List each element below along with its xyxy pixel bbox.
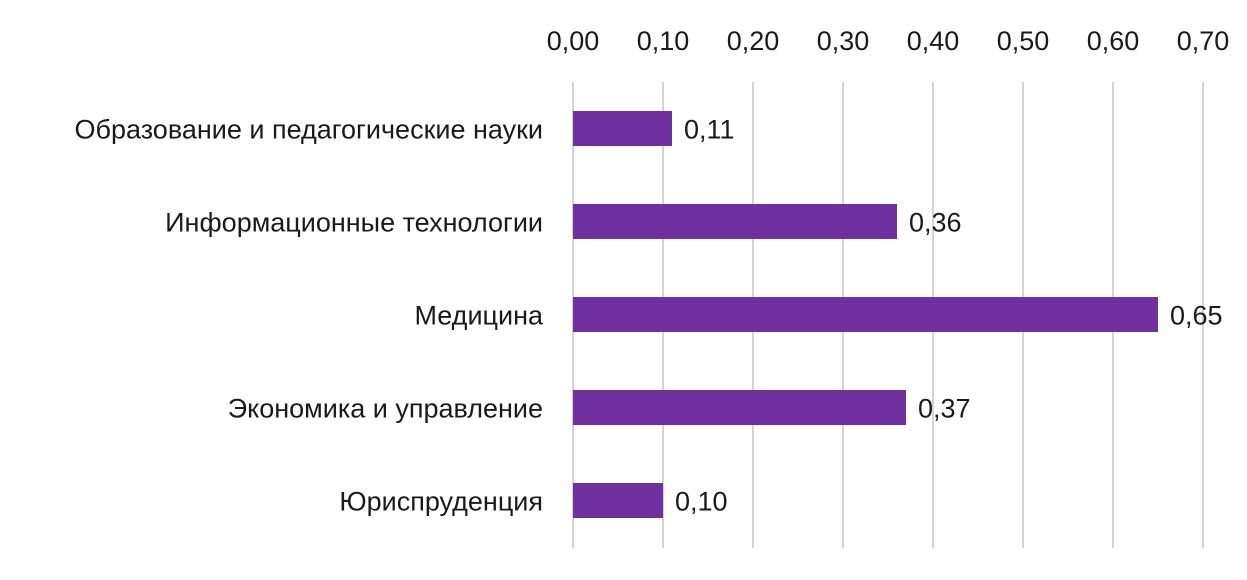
x-axis-ticks: 0,00 0,10 0,20 0,30 0,40 0,50 0,60 0,70 xyxy=(547,26,1230,56)
x-tick-label: 0,20 xyxy=(727,26,780,56)
bar xyxy=(573,111,672,146)
x-tick-label: 0,30 xyxy=(817,26,870,56)
x-tick-label: 0,60 xyxy=(1087,26,1140,56)
bar xyxy=(573,483,663,518)
data-label: 0,11 xyxy=(684,115,735,145)
data-label: 0,65 xyxy=(1170,301,1223,331)
bar xyxy=(573,297,1158,332)
category-label: Медицина xyxy=(414,301,544,331)
x-tick-label: 0,00 xyxy=(547,26,600,56)
bar xyxy=(573,204,897,239)
category-label: Юриспруденция xyxy=(339,487,543,517)
data-labels: 0,11 0,36 0,65 0,37 0,10 xyxy=(675,115,1223,517)
bars xyxy=(573,111,1158,518)
category-label: Экономика и управление xyxy=(228,394,543,424)
category-labels: Образование и педагогические науки Информ… xyxy=(75,115,544,517)
x-tick-label: 0,70 xyxy=(1177,26,1230,56)
category-label: Образование и педагогические науки xyxy=(75,115,543,145)
data-label: 0,37 xyxy=(918,394,971,424)
x-tick-label: 0,10 xyxy=(637,26,690,56)
data-label: 0,36 xyxy=(909,208,962,238)
bar xyxy=(573,390,906,425)
x-tick-label: 0,50 xyxy=(997,26,1050,56)
category-label: Информационные технологии xyxy=(165,208,543,238)
data-label: 0,10 xyxy=(675,487,728,517)
x-tick-label: 0,40 xyxy=(907,26,960,56)
